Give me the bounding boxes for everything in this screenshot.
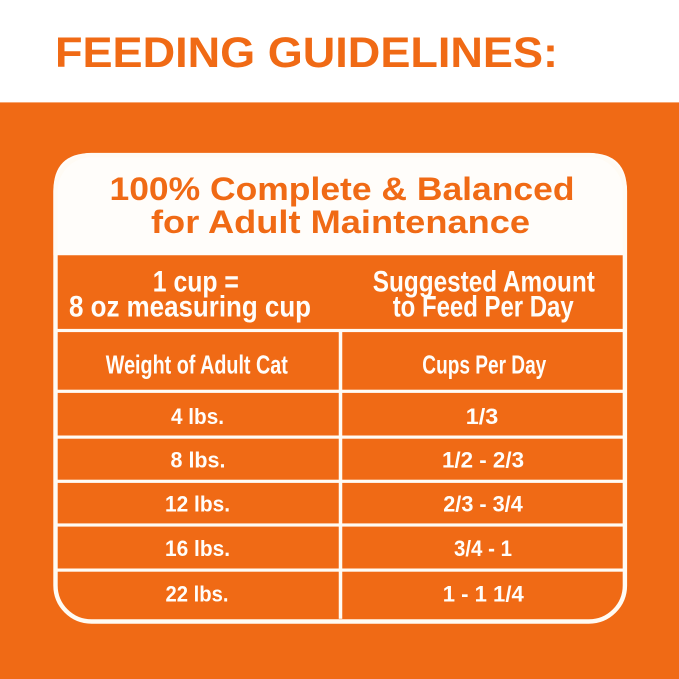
svg-text:1/3: 1/3 [466, 404, 499, 429]
svg-text:Weight of Adult Cat: Weight of Adult Cat [106, 350, 288, 380]
svg-text:1 cup =: 1 cup = [153, 265, 239, 298]
svg-text:for Adult Maintenance: for Adult Maintenance [151, 204, 530, 240]
svg-text:FEEDING GUIDELINES:: FEEDING GUIDELINES: [55, 29, 558, 77]
svg-text:Cups Per Day: Cups Per Day [422, 349, 546, 379]
svg-text:4 lbs.: 4 lbs. [171, 404, 224, 429]
svg-text:8 oz measuring cup: 8 oz measuring cup [69, 291, 311, 324]
svg-text:Suggested Amount: Suggested Amount [373, 265, 595, 298]
svg-text:16 lbs.: 16 lbs. [165, 536, 230, 561]
svg-text:100% Complete & Balanced: 100% Complete & Balanced [110, 171, 575, 207]
svg-text:3/4 - 1: 3/4 - 1 [454, 536, 512, 561]
svg-text:1/2 - 2/3: 1/2 - 2/3 [442, 448, 524, 473]
svg-text:1 - 1 1/4: 1 - 1 1/4 [443, 581, 525, 606]
svg-text:22 lbs.: 22 lbs. [166, 581, 229, 606]
svg-text:2/3 - 3/4: 2/3 - 3/4 [443, 492, 523, 517]
svg-text:to Feed Per Day: to Feed Per Day [393, 291, 574, 324]
svg-text:12 lbs.: 12 lbs. [165, 492, 230, 517]
svg-text:8 lbs.: 8 lbs. [171, 448, 226, 473]
